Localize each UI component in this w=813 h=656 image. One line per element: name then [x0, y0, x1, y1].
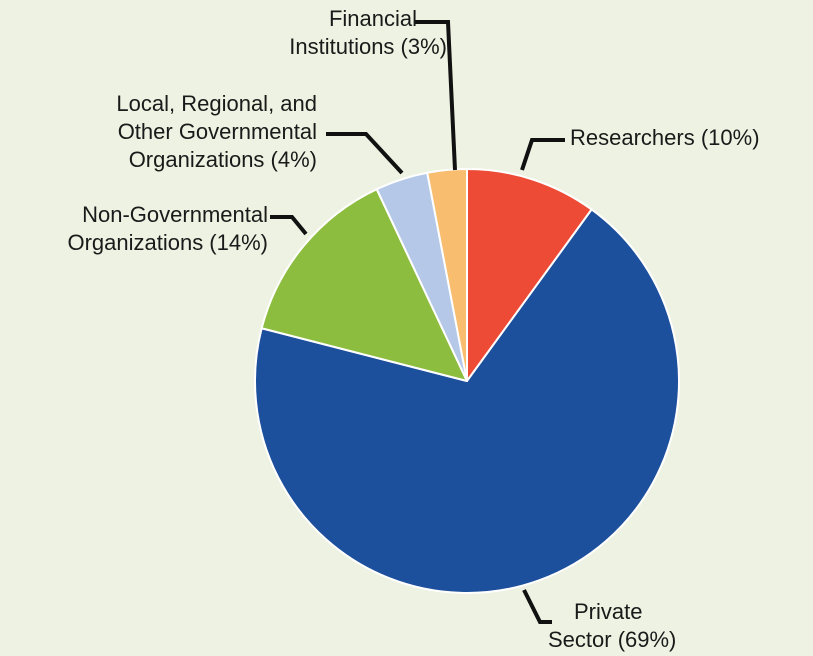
label-non-governmental-line-2: Organizations (14%) [67, 230, 268, 255]
label-private-sector-line-1: Private [574, 599, 643, 624]
label-local-regional: Local, Regional, and Other Governmental … [116, 90, 317, 174]
label-local-regional-line-1: Local, Regional, and [116, 91, 317, 116]
leader-lines [270, 20, 565, 624]
leader-non-governmental [270, 215, 308, 236]
slice-private-sector [254, 208, 680, 595]
label-non-governmental: Non-Governmental Organizations (14%) [67, 201, 268, 257]
slice-financial-institutions [426, 168, 468, 382]
leader-private-sector [522, 589, 552, 624]
leader-financial-institutions [415, 20, 457, 171]
slice-non-governmental [260, 188, 468, 382]
slice-researchers [466, 168, 593, 382]
label-financial-institutions-line-1: Financial [328, 6, 417, 31]
leader-local-regional [326, 132, 404, 175]
leader-researchers [520, 138, 565, 171]
label-local-regional-line-2: Other Governmental [117, 119, 317, 144]
pie-slices [254, 168, 680, 595]
label-researchers-line-1: Researchers (10%) [570, 125, 760, 150]
label-local-regional-line-3: Organizations (4%) [128, 147, 317, 172]
label-private-sector: Private Sector (69%) [548, 598, 676, 654]
label-private-sector-line-2: Sector (69%) [548, 627, 677, 652]
label-non-governmental-line-1: Non-Governmental [82, 202, 268, 227]
label-researchers: Researchers (10%) [570, 124, 760, 152]
label-financial-institutions-line-2: Institutions (3%) [289, 34, 447, 59]
label-financial-institutions: Financial Institutions (3%) [289, 5, 447, 61]
